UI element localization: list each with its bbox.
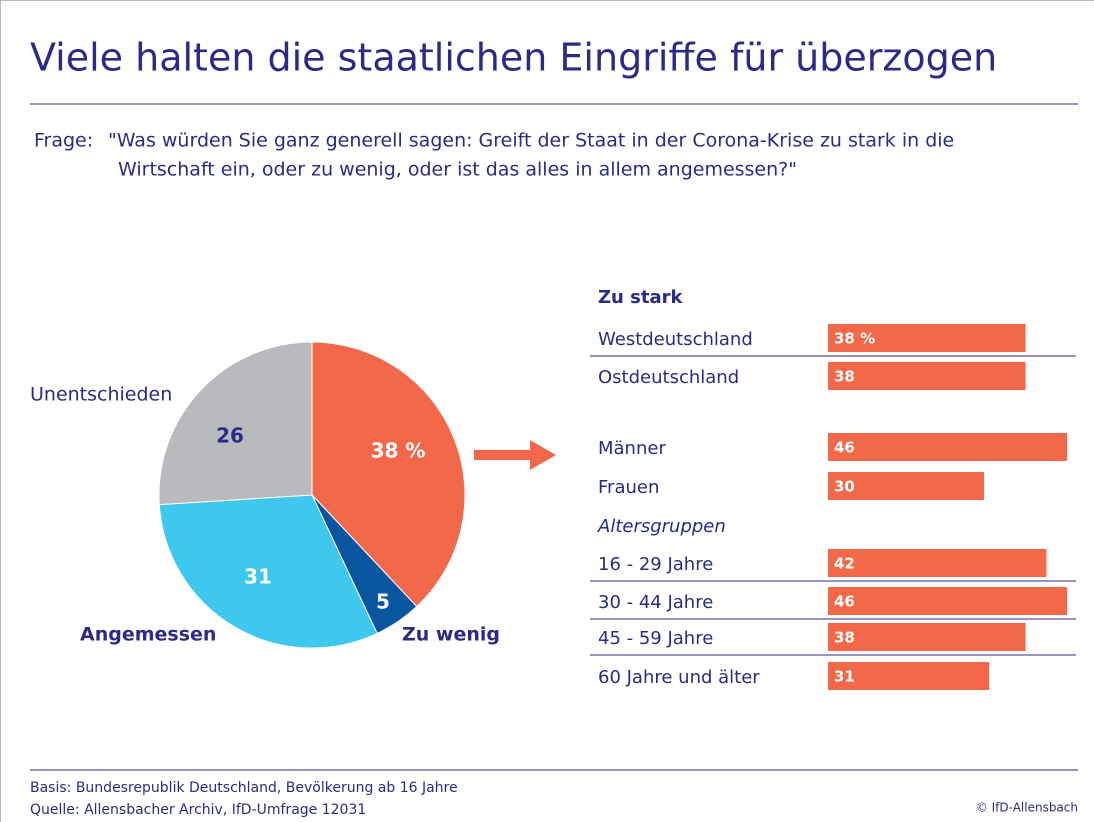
bar [828, 472, 984, 500]
bar-value-label: 38 [834, 629, 855, 647]
category-label: 60 Jahre und älter [598, 667, 760, 688]
slice-value-label: 38 % [371, 439, 426, 463]
slice-value-label: 26 [216, 424, 244, 448]
arrow [474, 440, 556, 470]
category-label: Frauen [598, 477, 659, 498]
bar [828, 662, 990, 690]
question: Wirtschaft ein, oder zu wenig, oder ist … [118, 159, 797, 181]
category-label: Westdeutschland [598, 329, 753, 350]
bar-value-label: 31 [834, 668, 855, 686]
bar-value-label: 46 [834, 593, 855, 611]
bar [828, 623, 1026, 651]
bar [828, 587, 1068, 615]
bar-value-label: 38 [834, 368, 855, 386]
bar [828, 433, 1068, 461]
title: Viele halten die staatlichen Eingriffe f… [30, 36, 997, 80]
bar-value-label: 30 [834, 478, 855, 496]
bar-value-label: 46 [834, 439, 855, 457]
slice-category-label: Zu wenig [402, 624, 500, 646]
category-label: Ostdeutschland [598, 367, 739, 388]
slice-value-label: 31 [244, 565, 272, 589]
question-label: Frage: [34, 130, 93, 152]
slice-category-label: Unentschieden [30, 384, 172, 406]
pie-slice [158, 494, 378, 649]
slice-category-label: Angemessen [80, 624, 216, 646]
bar [828, 549, 1047, 577]
pie-slice [158, 341, 313, 506]
bar-heading: Zu stark [598, 287, 683, 308]
footer-source: Quelle: Allensbacher Archiv, IfD-Umfrage… [30, 802, 366, 818]
group-label: Altersgruppen [597, 516, 726, 537]
question: "Was würden Sie ganz generell sagen: Gre… [108, 130, 954, 152]
copyright: © IfD-Allensbach [976, 801, 1078, 815]
bar [828, 362, 1026, 390]
category-label: Männer [598, 438, 666, 459]
category-label: 30 - 44 Jahre [598, 592, 713, 613]
bar-value-label: 42 [834, 555, 855, 573]
category-label: 45 - 59 Jahre [598, 628, 713, 649]
footer-basis: Basis: Bundesrepublik Deutschland, Bevöl… [30, 780, 458, 796]
bar-value-label: 38 % [834, 330, 875, 348]
category-label: 16 - 29 Jahre [598, 554, 713, 575]
pie-slice [311, 341, 466, 608]
slice-value-label: 5 [376, 590, 390, 614]
bar [828, 324, 1026, 352]
